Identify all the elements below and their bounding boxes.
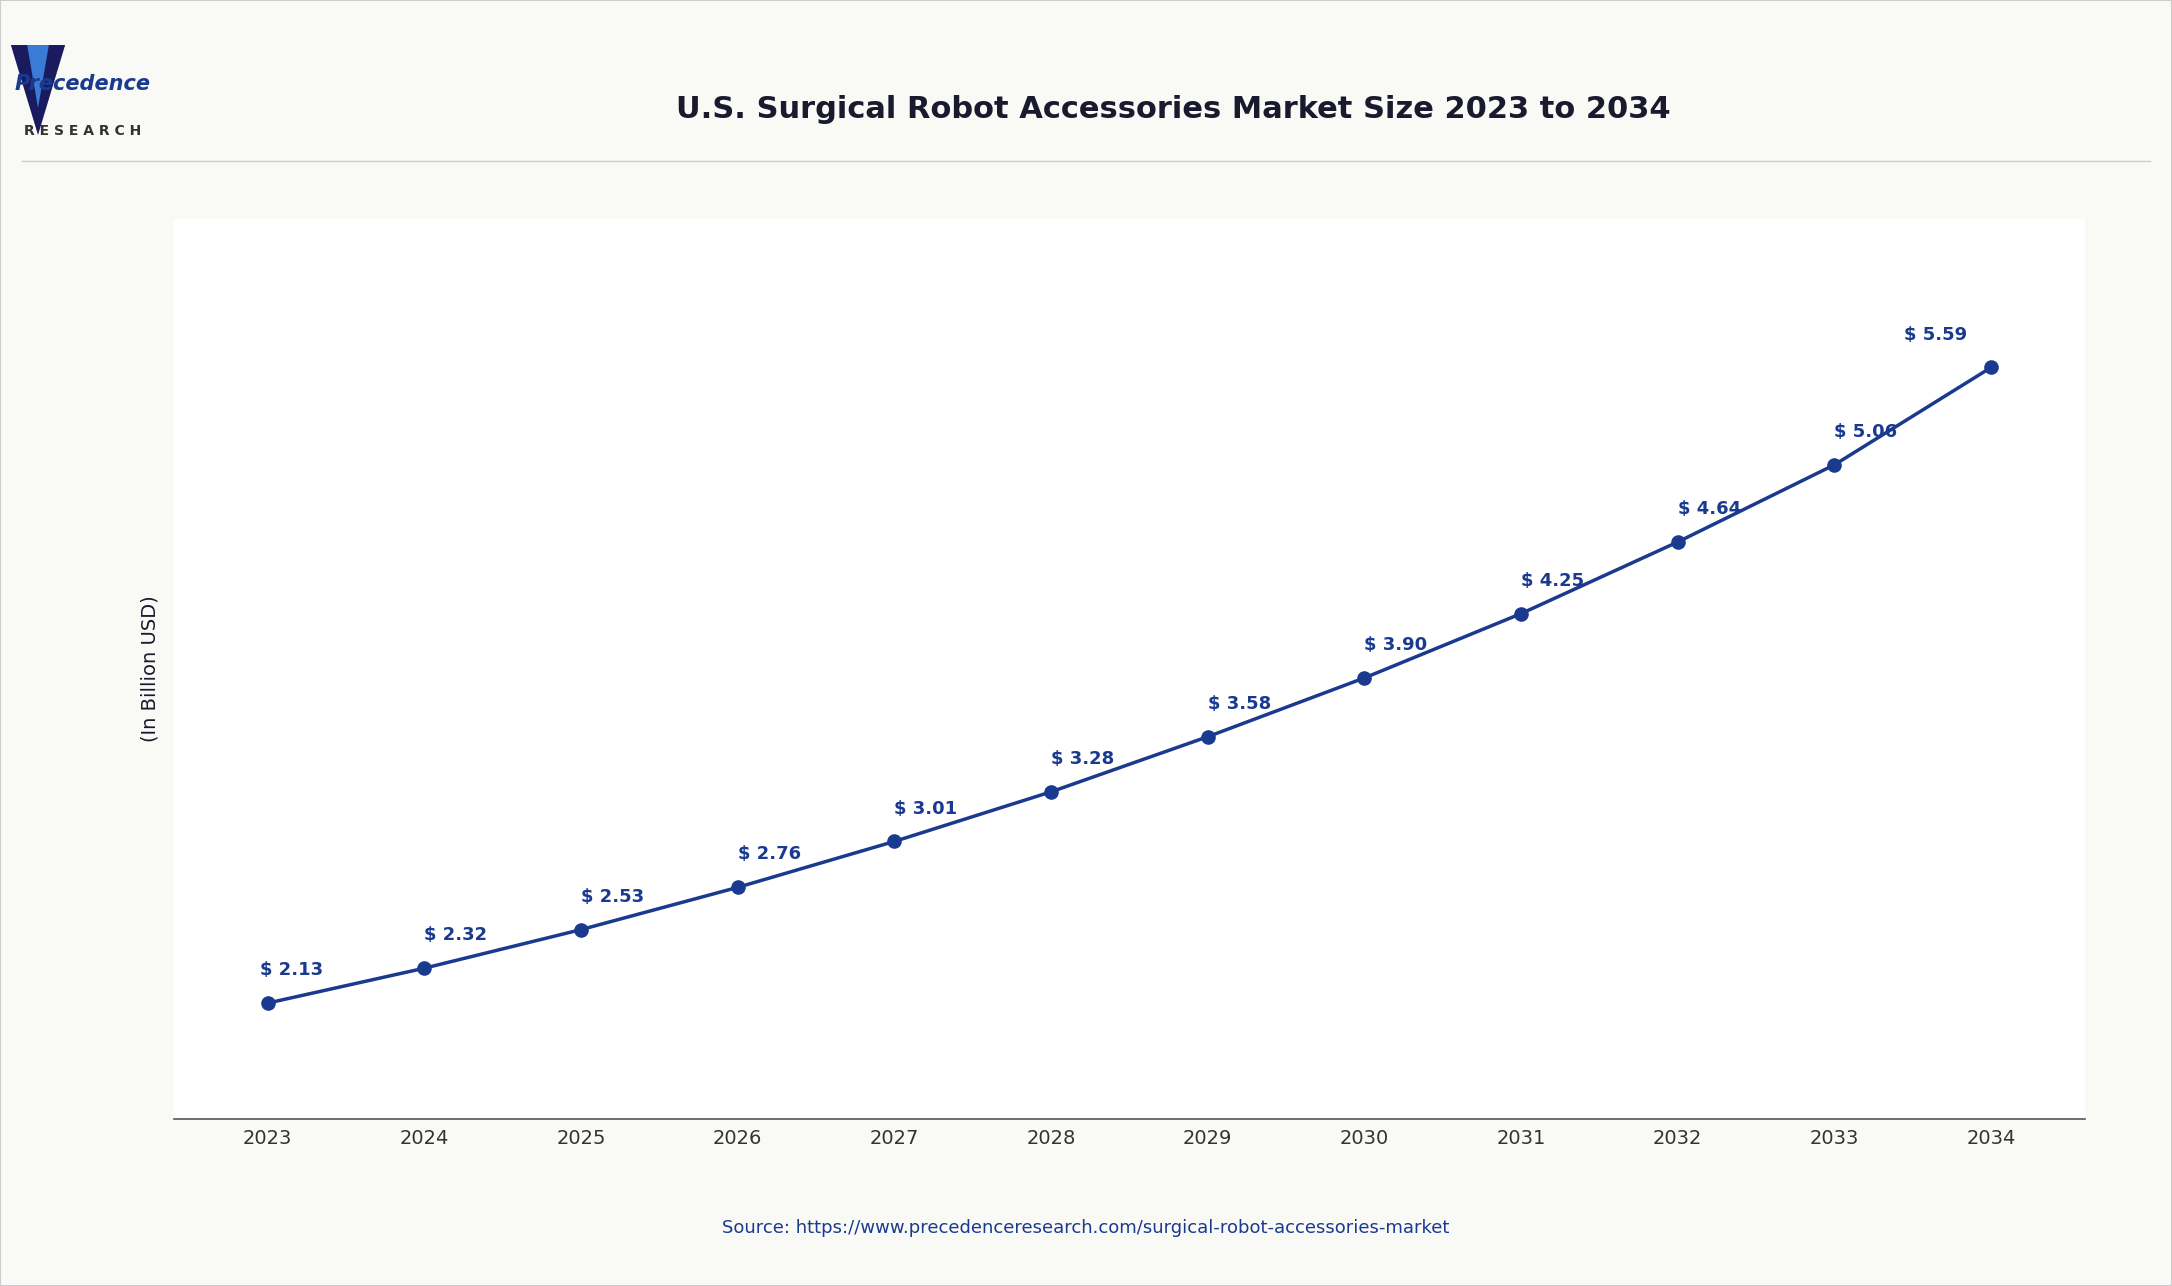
Point — [1659, 531, 1694, 552]
Point — [406, 958, 441, 979]
Polygon shape — [11, 45, 65, 135]
Text: $ 3.01: $ 3.01 — [895, 800, 958, 818]
Text: Source: https://www.precedenceresearch.com/surgical-robot-accessories-market: Source: https://www.precedenceresearch.c… — [723, 1219, 1449, 1237]
Polygon shape — [26, 45, 50, 108]
Point — [565, 919, 599, 940]
Text: $ 2.76: $ 2.76 — [738, 845, 801, 863]
Point — [1190, 727, 1225, 747]
Text: $ 2.13: $ 2.13 — [261, 961, 324, 979]
Text: $ 4.25: $ 4.25 — [1520, 572, 1583, 590]
Point — [1974, 358, 2009, 378]
Point — [1503, 603, 1538, 624]
Text: R E S E A R C H: R E S E A R C H — [24, 125, 141, 138]
Text: $ 5.59: $ 5.59 — [1905, 325, 1968, 343]
Text: $ 2.53: $ 2.53 — [582, 887, 645, 905]
Point — [1347, 667, 1381, 688]
Text: U.S. Surgical Robot Accessories Market Size 2023 to 2034: U.S. Surgical Robot Accessories Market S… — [675, 95, 1670, 123]
Y-axis label: (In Billion USD): (In Billion USD) — [141, 595, 161, 742]
Text: Precedence: Precedence — [15, 73, 150, 94]
Text: $ 3.90: $ 3.90 — [1364, 637, 1427, 655]
Text: $ 5.06: $ 5.06 — [1835, 423, 1898, 441]
Point — [1818, 454, 1853, 475]
Text: $ 4.64: $ 4.64 — [1677, 500, 1742, 518]
Point — [1034, 782, 1069, 802]
Point — [877, 831, 912, 851]
Point — [250, 993, 285, 1013]
Text: $ 3.58: $ 3.58 — [1208, 694, 1271, 712]
Point — [721, 877, 756, 898]
Text: $ 3.28: $ 3.28 — [1051, 750, 1114, 768]
Text: $ 2.32: $ 2.32 — [424, 926, 487, 944]
